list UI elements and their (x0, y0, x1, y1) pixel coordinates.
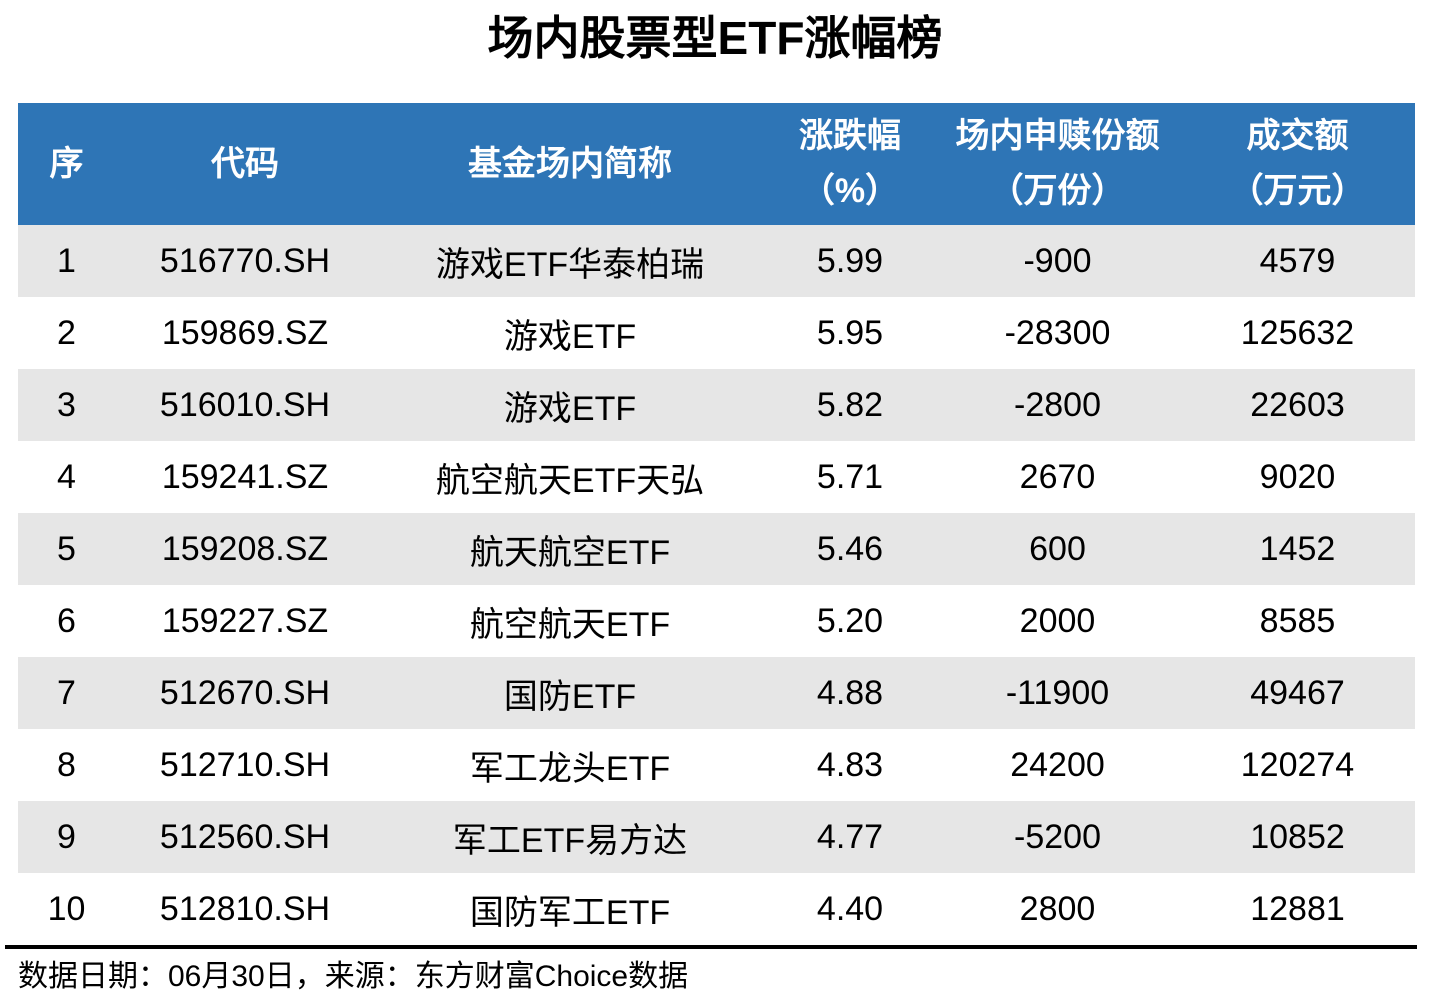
cell-change-pct: 4.88 (816, 673, 884, 712)
column-header-turnover-label: 成交额 (1246, 117, 1349, 155)
cell-seq: 8 (57, 745, 76, 784)
cell-code: 159227.SZ (161, 601, 329, 640)
cell-turnover: 1452 (1259, 529, 1336, 568)
cell-code: 159869.SZ (161, 313, 329, 352)
cell-fund-name: 军工龙头ETF (469, 749, 671, 788)
cell-fund-name: 游戏ETF (503, 317, 637, 356)
cell-change-pct: 5.95 (816, 313, 884, 352)
cell-redemption-shares: -900 (1023, 241, 1092, 280)
header-row: 序 代码 基金场内简称 涨跌幅 （%） 场内申赎份额 （万份） 成交额 （万元 (18, 103, 1415, 225)
cell-seq: 7 (57, 673, 76, 712)
column-header-change-pct: 涨跌幅 （%） (765, 103, 935, 225)
cell-turnover: 22603 (1250, 385, 1345, 424)
cell-fund-name: 游戏ETF华泰柏瑞 (435, 245, 705, 284)
cell-fund-name: 军工ETF易方达 (452, 821, 688, 860)
cell-change-pct: 4.83 (816, 745, 884, 784)
cell-turnover: 125632 (1240, 313, 1355, 352)
cell-seq: 1 (57, 241, 76, 280)
cell-redemption-shares: -5200 (1014, 817, 1101, 856)
column-header-redemption-shares: 场内申赎份额 （万份） (935, 103, 1180, 225)
table-body: 1 516770.SH 游戏ETF华泰柏瑞 5.99 -900 4579 2 159869.S… (18, 225, 1415, 945)
cell-change-pct: 5.46 (816, 529, 884, 568)
cell-seq: 3 (57, 385, 76, 424)
cell-fund-name: 航空航天ETF (469, 605, 671, 644)
cell-code: 159241.SZ (161, 457, 329, 496)
page-title: 场内股票型ETF涨幅榜 (487, 12, 943, 64)
column-header-seq-label: 序 (49, 144, 84, 183)
column-header-seq: 序 (18, 103, 115, 225)
cell-turnover: 8585 (1259, 601, 1336, 640)
cell-redemption-shares: 2000 (1019, 601, 1096, 640)
table-row: 2 159869.SZ 游戏ETF 5.95 -28300 125632 (18, 297, 1415, 369)
cell-turnover: 120274 (1240, 745, 1355, 784)
cell-redemption-shares: 24200 (1010, 745, 1105, 784)
column-header-code-label: 代码 (211, 144, 279, 183)
cell-redemption-shares: -2800 (1014, 385, 1101, 424)
table-row: 1 516770.SH 游戏ETF华泰柏瑞 5.99 -900 4579 (18, 225, 1415, 297)
cell-change-pct: 5.82 (816, 385, 884, 424)
cell-turnover: 10852 (1250, 817, 1345, 856)
column-header-redemption-shares-label: 场内申赎份额 (955, 117, 1160, 155)
cell-redemption-shares: -11900 (1005, 673, 1110, 712)
cell-code: 516010.SH (159, 385, 331, 424)
column-header-turnover: 成交额 （万元） (1180, 103, 1415, 225)
cell-turnover: 49467 (1250, 673, 1345, 712)
table-row: 10 512810.SH 国防军工ETF 4.40 2800 12881 (18, 873, 1415, 945)
cell-turnover: 4579 (1259, 241, 1336, 280)
column-header-turnover-unit: （万元） (1229, 172, 1366, 210)
cell-turnover: 12881 (1250, 889, 1345, 928)
cell-code: 512560.SH (159, 817, 331, 856)
cell-turnover: 9020 (1259, 457, 1336, 496)
cell-change-pct: 4.40 (816, 889, 884, 928)
cell-seq: 6 (57, 601, 76, 640)
cell-change-pct: 5.99 (816, 241, 884, 280)
etf-ranking-table: 序 代码 基金场内简称 涨跌幅 （%） 场内申赎份额 （万份） 成交额 （万元 (18, 103, 1415, 945)
table-row: 6 159227.SZ 航空航天ETF 5.20 2000 8585 (18, 585, 1415, 657)
cell-seq: 4 (57, 457, 76, 496)
cell-seq: 9 (57, 817, 76, 856)
column-header-change-pct-label: 涨跌幅 (799, 117, 901, 155)
column-header-code: 代码 (115, 103, 375, 225)
cell-redemption-shares: 2800 (1019, 889, 1096, 928)
table-row: 9 512560.SH 军工ETF易方达 4.77 -5200 10852 (18, 801, 1415, 873)
cell-seq: 2 (57, 313, 76, 352)
footer-source-note: 数据日期：06月30日，来源：东方财富Choice数据 (5, 945, 1417, 997)
cell-code: 512670.SH (159, 673, 331, 712)
cell-redemption-shares: -28300 (1004, 313, 1111, 352)
cell-code: 516770.SH (159, 241, 331, 280)
cell-code: 512710.SH (159, 745, 331, 784)
column-header-fund-name: 基金场内简称 (375, 103, 765, 225)
cell-change-pct: 4.77 (816, 817, 884, 856)
column-header-redemption-shares-unit: （万份） (989, 172, 1126, 210)
column-header-fund-name-label: 基金场内简称 (468, 144, 672, 183)
cell-fund-name: 航天航空ETF (469, 533, 671, 572)
cell-change-pct: 5.71 (816, 457, 884, 496)
table-row: 3 516010.SH 游戏ETF 5.82 -2800 22603 (18, 369, 1415, 441)
cell-fund-name: 航空航天ETF天弘 (435, 461, 705, 500)
table-row: 4 159241.SZ 航空航天ETF天弘 5.71 2670 9020 (18, 441, 1415, 513)
cell-change-pct: 5.20 (816, 601, 884, 640)
table-row: 7 512670.SH 国防ETF 4.88 -11900 49467 (18, 657, 1415, 729)
cell-fund-name: 国防军工ETF (469, 893, 671, 932)
column-header-change-pct-unit: （%） (800, 172, 900, 210)
cell-code: 512810.SH (159, 889, 331, 928)
cell-fund-name: 国防ETF (503, 677, 637, 716)
cell-redemption-shares: 600 (1029, 529, 1086, 568)
cell-seq: 10 (47, 889, 86, 928)
cell-redemption-shares: 2670 (1019, 457, 1096, 496)
cell-seq: 5 (57, 529, 76, 568)
cell-fund-name: 游戏ETF (503, 389, 637, 428)
table-row: 8 512710.SH 军工龙头ETF 4.83 24200 120274 (18, 729, 1415, 801)
table-row: 5 159208.SZ 航天航空ETF 5.46 600 1452 (18, 513, 1415, 585)
cell-code: 159208.SZ (161, 529, 329, 568)
